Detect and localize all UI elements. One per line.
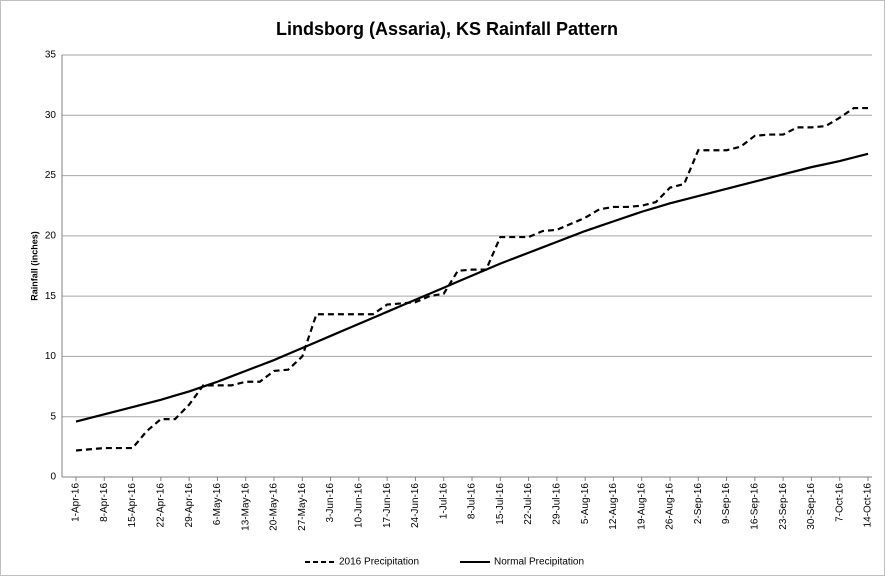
x-tick-label: 15-Apr-16 [127, 483, 138, 528]
x-tick-label: 2-Sep-16 [693, 483, 704, 525]
x-tick-label: 1-Jul-16 [438, 483, 449, 520]
x-tick-label: 3-Jun-16 [325, 483, 336, 523]
y-tick-label: 20 [45, 230, 57, 241]
x-tick-label: 17-Jun-16 [382, 483, 393, 528]
x-tick-label: 12-Aug-16 [608, 483, 619, 530]
x-tick-label: 8-Jul-16 [467, 483, 478, 520]
y-tick-label: 5 [50, 411, 56, 422]
x-tick-label: 13-May-16 [240, 483, 251, 531]
x-tick-label: 30-Sep-16 [806, 483, 817, 530]
x-tick-label: 22-Apr-16 [155, 483, 166, 528]
x-tick-label: 23-Sep-16 [778, 483, 789, 530]
x-tick-label: 22-Jul-16 [523, 483, 534, 525]
x-tick-label: 6-May-16 [212, 483, 223, 526]
legend-label: Normal Precipitation [494, 557, 584, 568]
x-tick-label: 27-May-16 [297, 483, 308, 531]
x-tick-label: 19-Aug-16 [636, 483, 647, 530]
y-axis-label: Rainfall (inches) [29, 231, 39, 301]
x-tick-label: 24-Jun-16 [410, 483, 421, 528]
y-tick-label: 10 [45, 351, 57, 362]
y-tick-label: 35 [45, 50, 57, 61]
x-tick-label: 7-Oct-16 [834, 483, 845, 522]
y-tick-label: 0 [50, 472, 56, 483]
chart-title: Lindsborg (Assaria), KS Rainfall Pattern [276, 19, 618, 39]
y-tick-label: 30 [45, 110, 57, 121]
x-tick-label: 29-Jul-16 [551, 483, 562, 525]
y-tick-label: 25 [45, 170, 57, 181]
y-tick-label: 15 [45, 291, 57, 302]
x-tick-label: 15-Jul-16 [495, 483, 506, 525]
legend-label: 2016 Precipitation [339, 557, 419, 568]
x-tick-label: 9-Sep-16 [721, 483, 732, 525]
series-line [75, 152, 869, 423]
x-tick-label: 1-Apr-16 [71, 483, 82, 522]
x-tick-label: 14-Oct-16 [863, 483, 874, 528]
x-tick-label: 20-May-16 [269, 483, 280, 531]
x-tick-label: 5-Aug-16 [580, 483, 591, 525]
x-tick-label: 29-Apr-16 [184, 483, 195, 528]
x-tick-label: 16-Sep-16 [749, 483, 760, 530]
x-tick-label: 10-Jun-16 [353, 483, 364, 528]
x-tick-label: 26-Aug-16 [665, 483, 676, 530]
x-tick-label: 8-Apr-16 [99, 483, 110, 522]
